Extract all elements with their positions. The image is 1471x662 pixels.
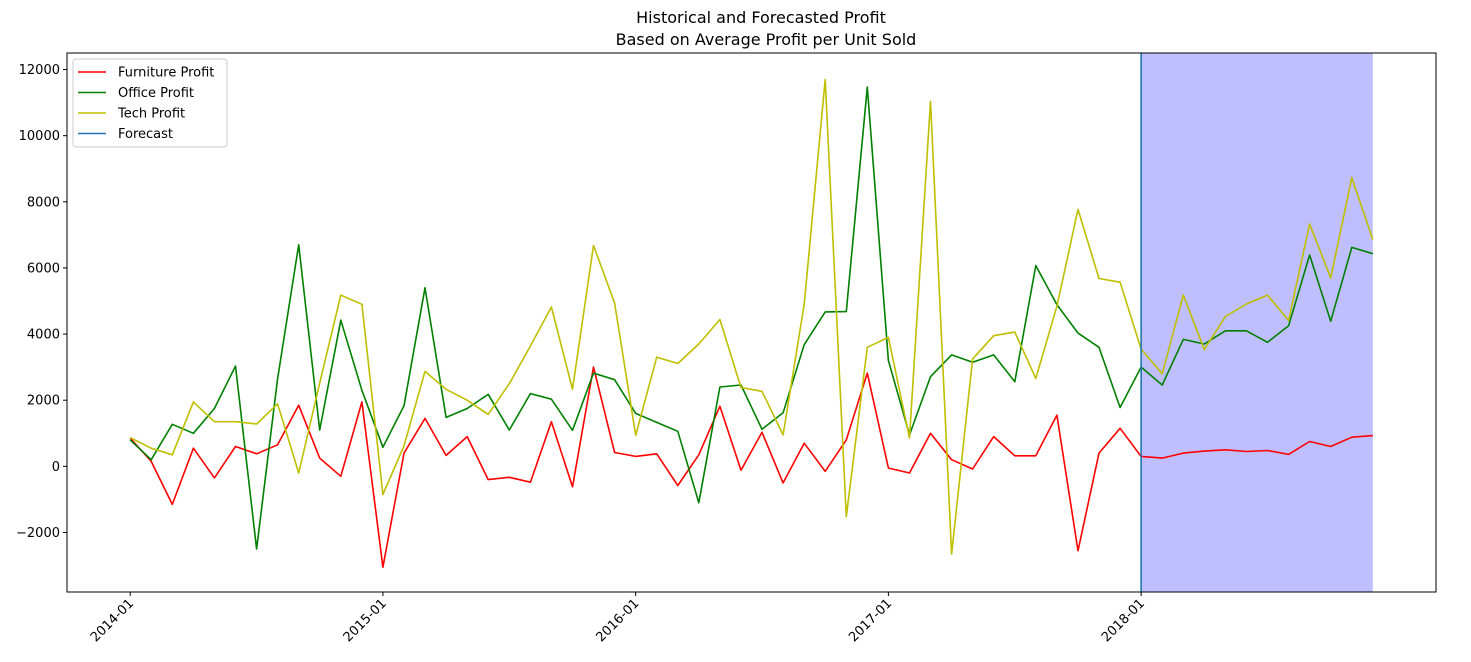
plot-area: −2000 0 2000 4000 6000 8000 10000 12000 2014-01 2… [16, 52, 1437, 645]
series-line-furniture-profit [129, 366, 1373, 569]
x-tick-label: 2014-01 [88, 596, 137, 645]
x-tick-label: 2015-01 [341, 596, 390, 645]
plot-frame [66, 52, 1437, 593]
x-tick-label: 2017-01 [846, 596, 895, 645]
y-tick-label: 2000 [27, 394, 60, 409]
y-tick-label: 8000 [27, 195, 60, 210]
series-line-office-profit [129, 86, 1374, 550]
y-tick-label: 4000 [27, 328, 60, 343]
chart-title-line1: Historical and Forecasted Profit [636, 8, 886, 27]
y-tick-label: 0 [52, 460, 60, 475]
legend: Furniture Profit Office Profit Tech Profit… [72, 58, 228, 148]
x-tick-label: 2018-01 [1099, 596, 1148, 645]
legend-label: Forecast [118, 127, 173, 142]
chart-title-line2: Based on Average Profit per Unit Sold [616, 30, 917, 49]
legend-box [72, 58, 228, 148]
y-tick-label: 6000 [27, 261, 60, 276]
legend-label: Tech Profit [117, 107, 185, 122]
series-line-tech-profit [129, 78, 1374, 555]
y-tick-label: 10000 [19, 129, 60, 144]
forecast-band [1141, 53, 1373, 592]
x-tick-label: 2016-01 [593, 596, 642, 645]
y-tick-label: 12000 [19, 63, 60, 78]
legend-label: Office Profit [118, 86, 194, 101]
legend-label: Furniture Profit [118, 66, 214, 81]
y-tick-label: −2000 [16, 526, 60, 541]
